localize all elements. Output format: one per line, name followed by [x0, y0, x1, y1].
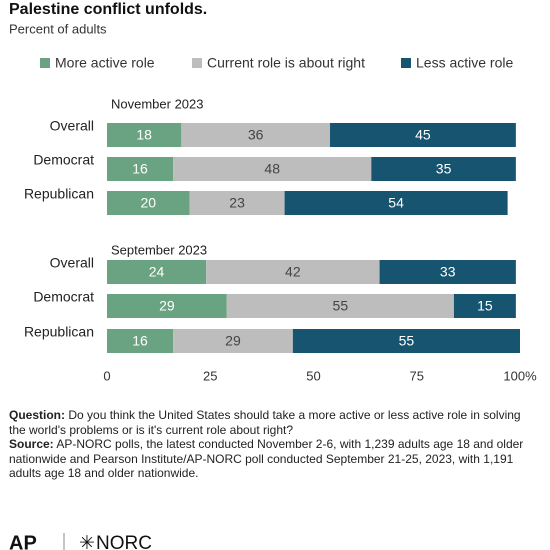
- data-label: 16: [132, 333, 148, 349]
- bar-segment: [330, 123, 516, 147]
- bar-segment: [189, 191, 285, 215]
- data-label: 29: [225, 333, 241, 349]
- chart-subtitle: Percent of adults: [9, 21, 107, 36]
- logo-star: ✳: [79, 533, 95, 550]
- data-label: 42: [285, 264, 301, 280]
- bar-segment: [107, 123, 182, 147]
- category-label: Democrat: [33, 152, 94, 168]
- note: Question: Do you think the United States…: [9, 408, 539, 437]
- bar-segment: [181, 123, 331, 147]
- category-label: Republican: [24, 186, 94, 202]
- data-label: 18: [136, 127, 152, 143]
- note-text: Do you think the United States should ta…: [9, 408, 521, 437]
- note-label: Source:: [9, 437, 54, 451]
- legend-label: Current role is about right: [207, 55, 365, 71]
- x-tick-label: 50: [306, 368, 320, 383]
- legend-swatch: [192, 58, 202, 68]
- data-label: 55: [333, 298, 349, 314]
- note-label: Question:: [9, 408, 65, 422]
- bar-segment: [107, 260, 207, 284]
- bar-segment: [292, 329, 520, 353]
- data-label: 36: [248, 127, 264, 143]
- data-label: 29: [159, 298, 175, 314]
- x-tick-label: 25: [203, 368, 217, 383]
- legend-swatch: [401, 58, 411, 68]
- bar-segment: [226, 294, 454, 318]
- logo: NORC: [96, 533, 152, 550]
- data-label: 54: [388, 195, 404, 211]
- data-label: 20: [141, 195, 157, 211]
- bar-segment: [107, 157, 174, 181]
- bar-segment: [284, 191, 508, 215]
- data-label: 23: [229, 195, 245, 211]
- category-label: Overall: [50, 255, 94, 271]
- group-label: November 2023: [111, 96, 204, 111]
- data-label: 55: [399, 333, 415, 349]
- data-label: 35: [436, 161, 452, 177]
- category-label: Overall: [50, 118, 94, 134]
- bar-segment: [107, 294, 227, 318]
- data-label: 33: [440, 264, 456, 280]
- note-text: AP-NORC polls, the latest conducted Nove…: [9, 437, 524, 480]
- group-label: September 2023: [111, 242, 207, 257]
- data-label: 45: [415, 127, 431, 143]
- legend-swatch: [40, 58, 50, 68]
- legend-label: Less active role: [416, 55, 513, 71]
- bar-segment: [371, 157, 516, 181]
- bar-segment: [173, 157, 372, 181]
- x-tick-label: 0: [103, 368, 110, 383]
- logo: AP: [9, 532, 37, 550]
- category-label: Democrat: [33, 289, 94, 305]
- x-tick-label: 100%: [503, 368, 537, 383]
- bar-segment: [379, 260, 516, 284]
- chart-title: Palestine conflict unfolds.: [9, 1, 207, 18]
- data-label: 48: [264, 161, 280, 177]
- category-label: Republican: [24, 324, 94, 340]
- bar-segment: [107, 191, 190, 215]
- x-tick-label: 75: [410, 368, 424, 383]
- bar-segment: [173, 329, 293, 353]
- notes: Question: Do you think the United States…: [9, 408, 539, 481]
- data-label: 16: [132, 161, 148, 177]
- data-label: 24: [149, 264, 165, 280]
- bar-segment: [453, 294, 516, 318]
- legend-label: More active role: [55, 55, 155, 71]
- bar-segment: [107, 329, 174, 353]
- bar-segment: [206, 260, 380, 284]
- note: Source: AP-NORC polls, the latest conduc…: [9, 437, 539, 481]
- data-label: 15: [477, 298, 493, 314]
